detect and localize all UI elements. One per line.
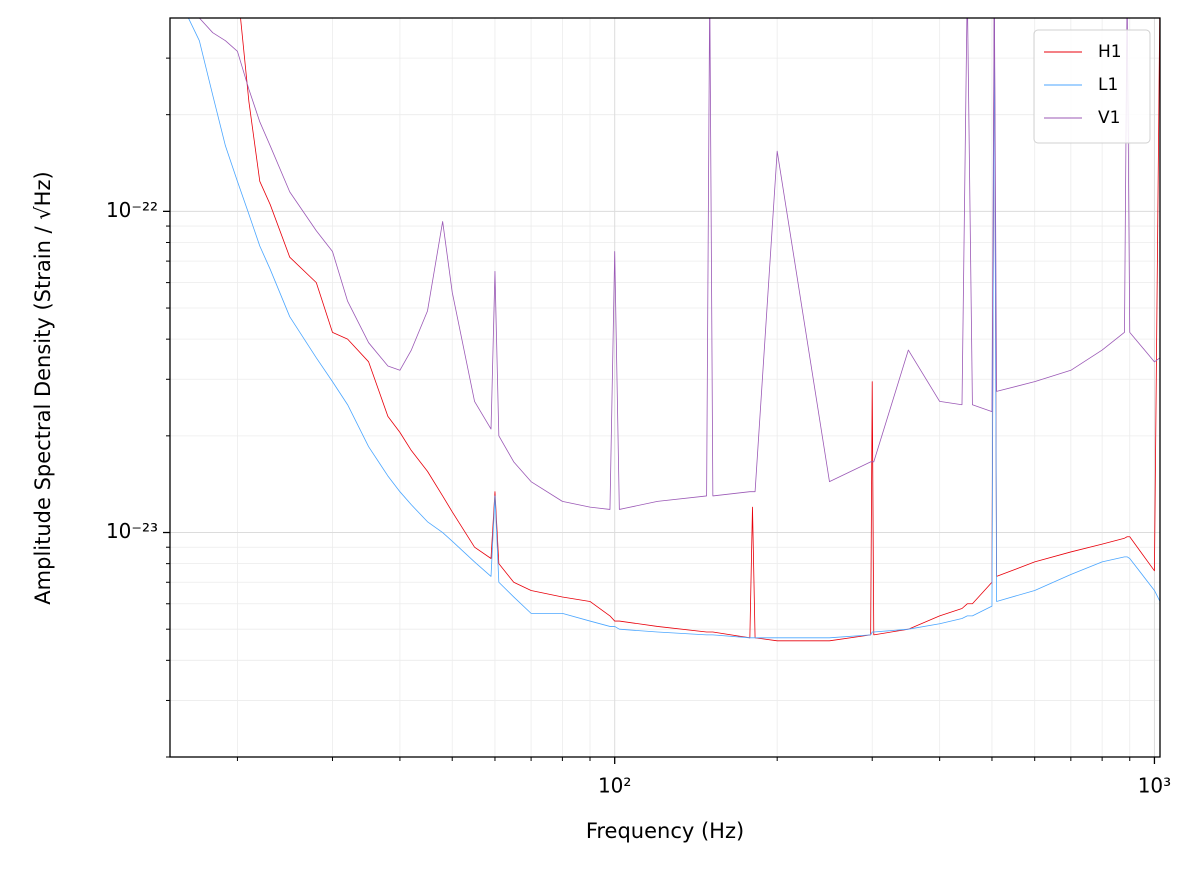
x-tick-label: 10³ (1138, 774, 1171, 798)
legend: H1 L1 V1 (1033, 29, 1151, 144)
y-tick-label: 10⁻²³ (106, 519, 158, 543)
legend-box (1033, 29, 1151, 144)
legend-label: L1 (1098, 75, 1118, 95)
series-line (240, 18, 1160, 642)
axes: 10² 10³ 10⁻²³ 10⁻²² (106, 57, 1171, 798)
legend-label: V1 (1098, 108, 1120, 128)
series-line (198, 18, 1160, 510)
legend-label: H1 (1098, 42, 1122, 62)
y-tick-label: 10⁻²² (106, 198, 158, 222)
y-axis-label: Amplitude Spectral Density (Strain / √Hz… (31, 171, 55, 604)
plot-lines (187, 18, 1160, 642)
x-tick-label: 10² (598, 774, 631, 798)
series-line (187, 18, 1160, 639)
x-axis-label: Frequency (Hz) (586, 819, 744, 843)
plot-frame (169, 17, 1161, 758)
